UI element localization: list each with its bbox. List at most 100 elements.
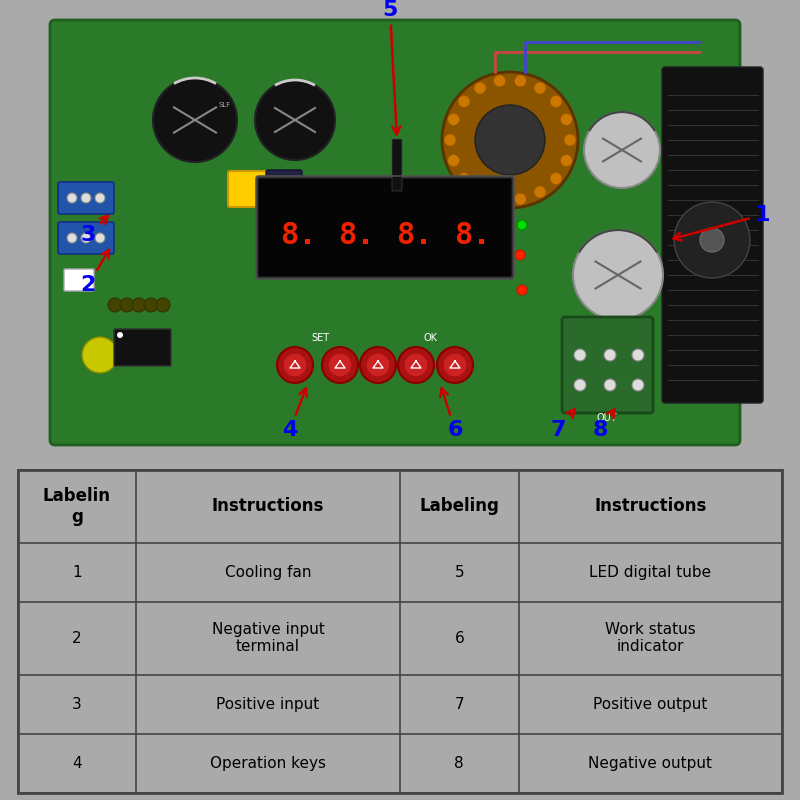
Text: 8.: 8. xyxy=(338,221,374,250)
Circle shape xyxy=(442,72,578,208)
Text: 4: 4 xyxy=(72,756,82,771)
Circle shape xyxy=(550,95,562,107)
Text: 8.: 8. xyxy=(396,221,432,250)
Text: 1: 1 xyxy=(72,565,82,580)
Text: OUT: OUT xyxy=(597,413,618,423)
Text: Cooling fan: Cooling fan xyxy=(225,565,311,580)
FancyBboxPatch shape xyxy=(266,170,302,212)
Text: Negative input
terminal: Negative input terminal xyxy=(212,622,325,654)
Circle shape xyxy=(255,80,335,160)
Circle shape xyxy=(534,82,546,94)
Circle shape xyxy=(132,298,146,312)
Circle shape xyxy=(564,134,576,146)
Circle shape xyxy=(277,347,313,383)
Circle shape xyxy=(444,134,456,146)
Text: 7: 7 xyxy=(550,410,574,440)
FancyBboxPatch shape xyxy=(50,20,740,445)
Text: 8.: 8. xyxy=(280,221,316,250)
Circle shape xyxy=(632,379,644,391)
FancyBboxPatch shape xyxy=(0,0,800,460)
Circle shape xyxy=(604,349,616,361)
Circle shape xyxy=(632,349,644,361)
Text: Labelin
g: Labelin g xyxy=(43,487,111,526)
Circle shape xyxy=(474,82,486,94)
Circle shape xyxy=(573,230,663,320)
FancyBboxPatch shape xyxy=(662,67,763,403)
Text: 6: 6 xyxy=(440,388,462,440)
Circle shape xyxy=(494,75,506,87)
FancyBboxPatch shape xyxy=(64,269,94,291)
Circle shape xyxy=(700,228,724,252)
Text: 5: 5 xyxy=(454,565,464,580)
Text: Positive output: Positive output xyxy=(594,697,708,712)
FancyBboxPatch shape xyxy=(562,317,653,413)
Circle shape xyxy=(322,347,358,383)
Circle shape xyxy=(366,353,390,377)
Circle shape xyxy=(494,193,506,205)
Circle shape xyxy=(475,105,545,175)
Text: 7: 7 xyxy=(454,697,464,712)
Circle shape xyxy=(604,379,616,391)
Circle shape xyxy=(328,353,352,377)
Text: 5: 5 xyxy=(382,0,400,134)
Circle shape xyxy=(474,186,486,198)
Circle shape xyxy=(674,202,750,278)
Text: 3: 3 xyxy=(80,216,108,245)
FancyBboxPatch shape xyxy=(228,171,270,207)
Circle shape xyxy=(448,154,460,166)
Circle shape xyxy=(82,337,118,373)
Text: 6: 6 xyxy=(454,630,464,646)
Circle shape xyxy=(283,353,307,377)
Text: LED digital tube: LED digital tube xyxy=(590,565,711,580)
Text: 2: 2 xyxy=(72,630,82,646)
Circle shape xyxy=(81,233,91,243)
Circle shape xyxy=(443,353,467,377)
Circle shape xyxy=(574,379,586,391)
Text: 8.: 8. xyxy=(454,221,490,250)
Circle shape xyxy=(120,298,134,312)
FancyBboxPatch shape xyxy=(257,177,513,278)
Circle shape xyxy=(560,114,572,126)
Text: Instructions: Instructions xyxy=(212,498,324,515)
Text: OK: OK xyxy=(423,333,437,343)
Circle shape xyxy=(360,347,396,383)
FancyBboxPatch shape xyxy=(114,329,171,366)
Circle shape xyxy=(534,186,546,198)
Circle shape xyxy=(404,353,428,377)
Text: 8: 8 xyxy=(454,756,464,771)
Circle shape xyxy=(574,349,586,361)
Circle shape xyxy=(517,220,527,230)
Circle shape xyxy=(156,298,170,312)
Text: Work status
indicator: Work status indicator xyxy=(605,622,696,654)
Text: SET: SET xyxy=(311,333,329,343)
Circle shape xyxy=(458,173,470,185)
Circle shape xyxy=(153,78,237,162)
Circle shape xyxy=(398,347,434,383)
Circle shape xyxy=(437,347,473,383)
Text: Operation keys: Operation keys xyxy=(210,756,326,771)
Circle shape xyxy=(117,332,123,338)
Circle shape xyxy=(144,298,158,312)
Circle shape xyxy=(515,250,525,260)
Circle shape xyxy=(584,112,660,188)
Circle shape xyxy=(108,298,122,312)
Text: 2: 2 xyxy=(80,250,109,295)
Text: Negative output: Negative output xyxy=(589,756,713,771)
Circle shape xyxy=(81,193,91,203)
FancyBboxPatch shape xyxy=(392,139,402,191)
Circle shape xyxy=(67,193,77,203)
Text: Labeling: Labeling xyxy=(419,498,499,515)
Text: 1: 1 xyxy=(674,205,770,240)
Circle shape xyxy=(560,154,572,166)
Text: 8: 8 xyxy=(592,410,614,440)
Circle shape xyxy=(517,285,527,295)
Circle shape xyxy=(514,193,526,205)
Circle shape xyxy=(458,95,470,107)
Circle shape xyxy=(550,173,562,185)
Circle shape xyxy=(95,193,105,203)
Text: SLF: SLF xyxy=(219,102,231,108)
Circle shape xyxy=(95,233,105,243)
FancyBboxPatch shape xyxy=(58,222,114,254)
Circle shape xyxy=(514,75,526,87)
Text: 3: 3 xyxy=(72,697,82,712)
